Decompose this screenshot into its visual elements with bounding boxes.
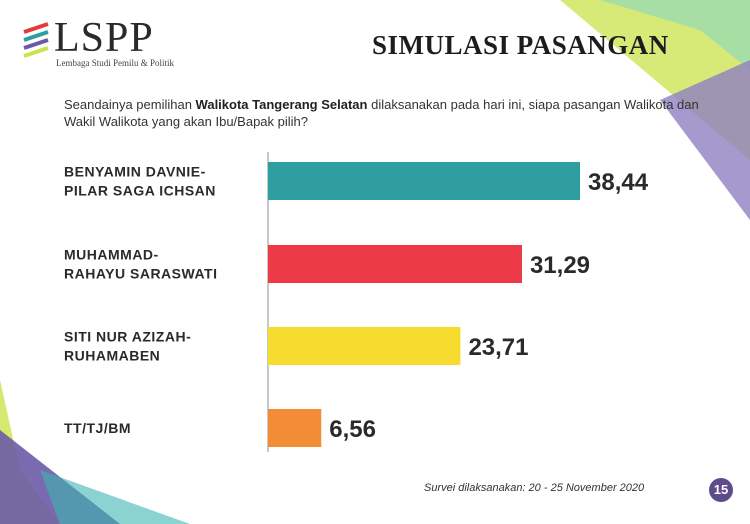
lspp-logo: LSPP Lembaga Studi Pemilu & Politik: [20, 14, 200, 74]
bar-value-label-3: 23,71: [468, 334, 528, 361]
question-bold: Walikota Tangerang Selatan: [195, 97, 368, 112]
bar-2: [268, 245, 522, 283]
bar-4: [268, 409, 322, 447]
survey-date-note: Survei dilaksanakan: 20 - 25 November 20…: [424, 482, 645, 494]
page-number-badge: 15: [709, 478, 733, 502]
bar-value-label-2: 31,29: [530, 252, 590, 279]
survey-question: Seandainya pemilihan Walikota Tangerang …: [64, 96, 704, 130]
category-label-3-line-1: SITI NUR AZIZAH-: [64, 329, 191, 345]
logo-text: LSPP: [54, 15, 154, 61]
question-suffix: dilaksanakan pada hari ini, siapa pasang…: [64, 97, 699, 129]
category-label-2-line-1: MUHAMMAD-: [64, 247, 159, 263]
question-prefix: Seandainya pemilihan: [64, 97, 196, 112]
logo-subtitle: Lembaga Studi Pemilu & Politik: [56, 58, 174, 68]
category-label-1-line-2: PILAR SAGA ICHSAN: [64, 183, 216, 199]
logo-mark-icon: [23, 22, 49, 58]
bar-1: [268, 162, 580, 200]
category-label-2-line-2: RAHAYU SARASWATI: [64, 266, 217, 282]
deco-right-purple: [660, 60, 750, 220]
bar-3: [268, 327, 461, 365]
bar-value-label-4: 6,56: [329, 416, 376, 443]
slide-title: SIMULASI PASANGAN: [372, 30, 669, 60]
deco-top-right-teal: [600, 0, 750, 70]
category-label-1-line-1: BENYAMIN DAVNIE-: [64, 164, 206, 180]
deco-bottom-left-teal: [40, 470, 190, 524]
category-label-4-line-1: TT/TJ/BM: [64, 420, 131, 436]
bar-value-label-1: 38,44: [588, 169, 649, 196]
category-label-3-line-2: RUHAMABEN: [64, 348, 160, 364]
